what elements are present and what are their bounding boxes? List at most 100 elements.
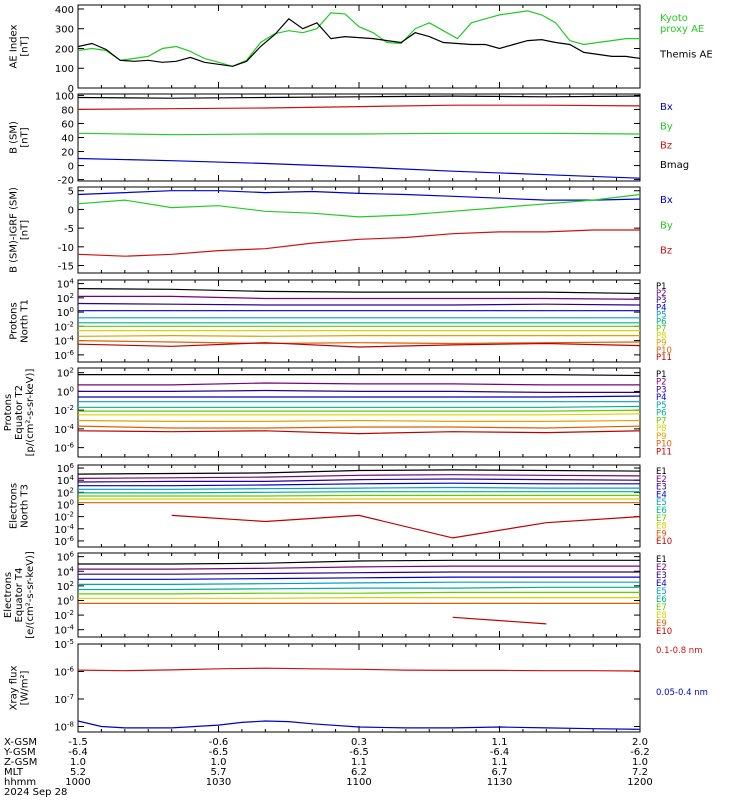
x-row-value: -1.5 [68, 737, 88, 748]
y-tick-label: -5 [64, 224, 74, 235]
series-line-e10 [171, 514, 641, 539]
y-tick-label: 10-2 [54, 609, 74, 622]
series-line-e3 [78, 571, 640, 575]
y-tick-label: 102 [57, 367, 74, 380]
y-tick-label: -20 [58, 176, 74, 187]
legend-label-10: E10 [656, 627, 672, 637]
legend-label-2: P2 [656, 289, 667, 299]
legend-label-1: P1 [656, 370, 667, 380]
x-row-value: -0.6 [209, 737, 229, 748]
x-row-value: 1200 [627, 777, 652, 788]
series-line-e6 [78, 491, 640, 494]
y-tick-label: 10-8 [54, 721, 74, 734]
legend-label-10: P10 [656, 440, 672, 450]
panel-frame [77, 367, 641, 458]
y-tick-label: 100 [57, 498, 74, 511]
legend-label-7: P7 [656, 416, 667, 426]
legend-label-1: E1 [656, 555, 667, 565]
legend-label-5: E5 [656, 587, 667, 597]
y-tick-label: 10-5 [54, 638, 74, 651]
series-line-e2 [78, 565, 640, 570]
x-row-label: hhmm [4, 777, 36, 788]
x-row-value: 1.0 [70, 757, 86, 768]
legend-label-1: Kyoto proxy AE [660, 13, 704, 35]
legend-label-6: P6 [656, 317, 667, 327]
legend-label-7: E7 [656, 514, 667, 524]
y-tick-label: 40 [61, 134, 74, 145]
x-axis-annotations: X-GSM -1.5 -0.6 0.3 1.1 2.0 Y-GSM -6.4 -6.5 -6.5 -… [3, 737, 653, 798]
y-tick-label: 400 [55, 5, 74, 16]
y-tick-label: 10-7 [54, 693, 74, 706]
series-line-by [77, 193, 641, 218]
legend-label-5: P5 [656, 310, 667, 320]
legend-label-2: Themis AE [659, 50, 713, 61]
y-tick-label: 10-6 [54, 535, 74, 548]
x-row-value: 6.2 [351, 767, 367, 778]
series-line-p9 [77, 334, 640, 337]
series-line-p4 [78, 395, 641, 398]
y-tick-label: 300 [55, 25, 74, 36]
series-line-p8 [78, 413, 641, 416]
x-row-value: 6.7 [492, 767, 508, 778]
legend-label-2: E2 [656, 475, 667, 485]
y-axis-label: ProtonsEquator T2[p/(cm²-s-sr-keV)] [3, 369, 36, 457]
y-tick-label: 102 [57, 580, 74, 593]
x-row-value: 0.3 [351, 737, 367, 748]
series-line-e8 [78, 596, 640, 599]
y-axis-label: B (SM)[nT] [9, 121, 31, 154]
legend-label-3: Bz [660, 141, 672, 152]
y-tick-label: 5 [68, 187, 74, 198]
legend-label-5: P5 [656, 401, 667, 411]
legend-label-2: E2 [656, 563, 667, 573]
y-tick-label: 100 [57, 306, 74, 319]
series-line-p2 [78, 382, 640, 386]
x-row-value: 1.0 [632, 757, 648, 768]
legend-label-2: By [660, 121, 673, 132]
y-tick-label: 10-2 [54, 320, 74, 333]
legend-label-3: E3 [656, 483, 667, 493]
x-row-label: Y-GSM [3, 747, 36, 758]
legend-label-6: E6 [656, 595, 667, 605]
y-axis-label: ElectronsNorth T3 [9, 483, 31, 529]
legend-label-1: P1 [656, 282, 667, 292]
x-row-value: 1000 [65, 777, 90, 788]
x-row-value: 1130 [487, 777, 512, 788]
x-row-value: 7.2 [632, 767, 648, 778]
series-line-p10 [77, 425, 641, 429]
legend-label-4: P4 [656, 393, 667, 403]
x-row-value: 1.0 [211, 757, 227, 768]
legend-label-6: P6 [656, 409, 667, 419]
y-tick-label: 100 [57, 594, 74, 607]
legend-label-8: E8 [656, 611, 667, 621]
legend-label-10: P10 [656, 346, 672, 356]
x-row-label: Z-GSM [4, 757, 37, 768]
legend-label-4: Bmag [660, 160, 689, 171]
x-row-value: 2.0 [632, 737, 648, 748]
x-row-label: X-GSM [4, 737, 37, 748]
legend-label-3: Bz [660, 246, 672, 257]
legend-label-8: P8 [656, 424, 667, 434]
legend-label-1: Bx [660, 195, 673, 206]
series-line-p9 [77, 419, 641, 422]
series-line-e7 [78, 591, 640, 595]
legend-label-7: E7 [656, 603, 667, 613]
legend-label-9: P9 [656, 339, 667, 349]
legend-label-9: P9 [656, 432, 667, 442]
x-row-value: -6.5 [209, 747, 229, 758]
y-tick-label: 106 [57, 462, 75, 475]
legend-label-10: E10 [656, 537, 672, 547]
y-tick-label: 100 [55, 64, 74, 75]
series-line-e4 [78, 576, 640, 580]
x-row-value: 1.1 [492, 757, 508, 768]
legend-label-9: E9 [656, 619, 667, 629]
y-tick-label: -15 [58, 262, 74, 273]
y-tick-label: 10-4 [54, 335, 74, 348]
series-line-p1 [78, 374, 641, 377]
series-line-p2 [78, 295, 641, 300]
x-row-label: MLT [4, 767, 24, 778]
series-line-p7 [78, 409, 641, 412]
legend-label-3: E3 [656, 571, 667, 581]
y-tick-label: 106 [57, 551, 75, 564]
series-line-0-05-0-4-nm [77, 720, 641, 730]
